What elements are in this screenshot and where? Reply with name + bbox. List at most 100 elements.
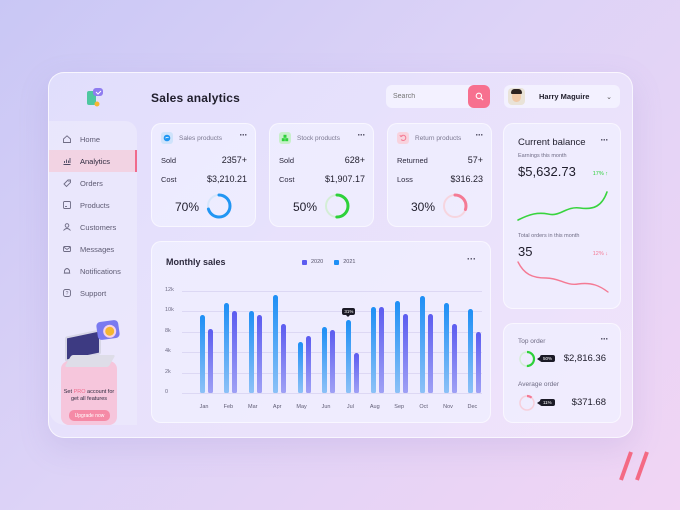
legend-swatch [334, 259, 340, 265]
stat-value: 57+ [467, 155, 483, 165]
y-axis-tick: 10k [165, 307, 174, 314]
bar-apr-2021[interactable] [273, 295, 279, 393]
progress-ring [324, 193, 350, 219]
bar-dec-2021[interactable] [468, 308, 474, 393]
stat-label: Loss [397, 174, 413, 184]
help-icon: ? [63, 289, 71, 297]
more-options-icon[interactable]: ··· [467, 254, 476, 264]
orders-month-label: Total orders in this month [518, 233, 580, 239]
promo-text-highlight: PRO [73, 389, 86, 395]
orders-summary-card: Top order ··· 50% $2,816.36 Average orde… [503, 323, 621, 423]
earnings-label: Earnings this month [518, 153, 567, 159]
bar-feb-2020[interactable] [232, 311, 238, 393]
bar-jun-2020[interactable] [330, 330, 335, 393]
bar-jun-2021[interactable] [322, 326, 327, 393]
bar-may-2020[interactable] [305, 336, 311, 393]
percent-value: 30% [411, 200, 436, 214]
sales-products-card: Sales products ··· Sold 2357+ Cost $3,210.… [151, 123, 256, 227]
bar-mar-2021[interactable] [248, 311, 254, 393]
sidebar-item-customers[interactable]: Customers [49, 216, 137, 238]
orders-trend: 12% ↓ [592, 251, 608, 257]
bar-jul-2020[interactable] [354, 353, 360, 393]
more-options-icon[interactable]: ··· [357, 130, 366, 140]
search-box [386, 85, 490, 108]
progress-ring [206, 193, 232, 219]
bar-mar-2020[interactable] [256, 314, 262, 393]
search-input[interactable] [386, 93, 468, 100]
sidebar-item-notifications[interactable]: Notifications [49, 260, 137, 282]
bar-jan-2021[interactable] [200, 314, 205, 393]
bar-tooltip: 31% [342, 307, 356, 317]
box-icon [63, 201, 71, 209]
x-axis-tick: Feb [223, 404, 234, 410]
bar-sep-2020[interactable] [403, 313, 409, 393]
gridline [182, 393, 482, 394]
bar-apr-2020[interactable] [281, 324, 287, 393]
promo-text-pre: Set [63, 389, 74, 395]
card-title: Return products [415, 134, 462, 142]
bar-dec-2020[interactable] [476, 331, 482, 393]
stock-products-card: Stock products ··· Sold 628+ Cost $1,907.1… [269, 123, 374, 227]
bar-may-2021[interactable] [297, 342, 303, 393]
more-options-icon[interactable]: ··· [600, 135, 609, 145]
sidebar-item-support[interactable]: ? Support [49, 282, 137, 304]
earnings-sparkline [517, 191, 608, 221]
stat-label: Returned [397, 155, 428, 165]
top-order-label: Top order [518, 338, 546, 345]
sidebar-item-label: Customers [80, 222, 117, 232]
sidebar-item-analytics[interactable]: Analytics [49, 150, 137, 172]
bar-jan-2020[interactable] [208, 329, 213, 393]
stat-label: Cost [279, 174, 295, 184]
earnings-value: $5,632.73 [518, 164, 576, 179]
user-name: Harry Maguire [539, 92, 590, 101]
sidebar-item-orders[interactable]: Orders [49, 172, 137, 194]
legend-item-2021[interactable]: 2021 [334, 259, 356, 265]
sidebar-item-messages[interactable]: Messages [49, 238, 137, 260]
x-axis-tick: Sep [394, 404, 405, 410]
sidebar-item-label: Orders [80, 178, 103, 188]
gridline [182, 311, 482, 313]
y-axis-tick: 0 [165, 389, 169, 395]
stat-value: $1,907.17 [324, 174, 365, 184]
monthly-sales-card: 12k 10k 8k 4k 2k 0 Jan Feb Mar Apr May Jun 31% Jul Aug… [151, 241, 491, 423]
gridline [182, 291, 482, 292]
legend-item-2020[interactable]: 2020 [302, 259, 323, 265]
dashboard-window: Sales analytics Harry Maguire ⌄ Home Ana… [48, 72, 633, 438]
x-axis-tick: Dec [467, 404, 478, 410]
y-axis-tick: 4k [165, 348, 171, 355]
bar-nov-2021[interactable] [444, 302, 449, 393]
promo-text-post: account for get all features [70, 389, 115, 402]
analytics-icon [63, 158, 71, 165]
bar-jul-2021[interactable] [346, 319, 352, 393]
user-menu[interactable]: Harry Maguire ⌄ [504, 85, 620, 108]
legend-label: 2021 [343, 259, 356, 265]
more-options-icon[interactable]: ··· [239, 130, 248, 140]
more-options-icon[interactable]: ··· [475, 130, 484, 140]
search-button[interactable] [468, 85, 490, 108]
bar-chart: 12k 10k 8k 4k 2k 0 Jan Feb Mar Apr May Jun 31% Jul Aug… [152, 242, 492, 424]
users-icon [63, 223, 71, 231]
return-products-card: Return products ··· Returned 57+ Loss $316… [387, 123, 492, 227]
stat-label: Sold [279, 155, 295, 165]
stat-label: Sold [161, 155, 177, 165]
bar-sep-2021[interactable] [395, 301, 401, 393]
upgrade-promo: Set PRO account for get all features Upg… [61, 319, 121, 425]
balance-title: Current balance [518, 137, 586, 148]
bar-nov-2020[interactable] [452, 324, 457, 393]
bar-aug-2021[interactable] [370, 307, 376, 393]
sidebar-item-home[interactable]: Home [49, 128, 137, 150]
more-options-icon[interactable]: ··· [600, 334, 609, 344]
sidebar-item-products[interactable]: Products [49, 194, 137, 216]
bar-feb-2021[interactable] [224, 302, 230, 393]
bar-oct-2021[interactable] [419, 296, 425, 393]
upgrade-now-button[interactable]: Upgrade now [69, 410, 110, 421]
stat-value: 2357+ [221, 155, 247, 165]
x-axis-tick: Aug [369, 404, 380, 410]
percent-value: 50% [293, 200, 318, 214]
avatar [508, 88, 525, 105]
y-axis-tick: 2k [165, 368, 171, 375]
bar-aug-2020[interactable] [378, 307, 384, 393]
sales-icon [161, 132, 173, 144]
svg-text:?: ? [66, 291, 69, 297]
bar-oct-2020[interactable] [427, 313, 433, 393]
